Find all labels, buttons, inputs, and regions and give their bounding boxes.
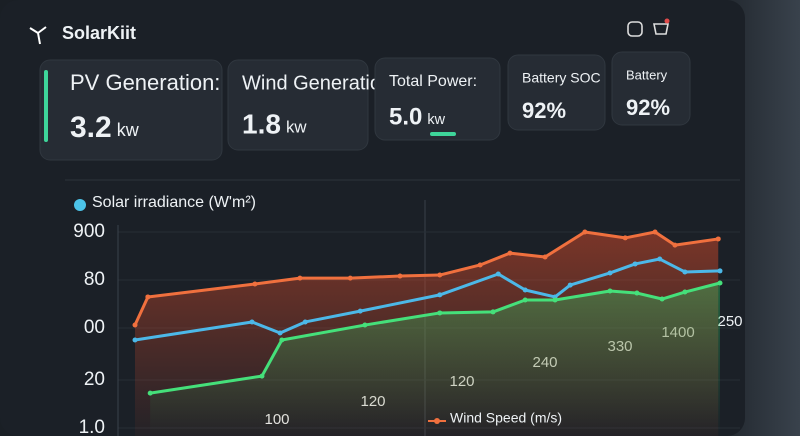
point — [132, 322, 138, 328]
card-unit: kw — [117, 120, 140, 140]
card-value: 5.0 — [389, 103, 422, 130]
point — [715, 236, 721, 242]
point — [607, 288, 613, 294]
point — [297, 275, 303, 281]
point — [567, 282, 573, 288]
point — [542, 254, 548, 260]
card-label: Battery — [626, 67, 668, 82]
point — [259, 373, 265, 379]
card-unit: kw — [427, 112, 445, 128]
point — [607, 270, 613, 276]
point — [672, 242, 678, 248]
point — [252, 281, 258, 287]
point — [657, 256, 663, 262]
point — [552, 297, 558, 303]
card — [39, 59, 223, 161]
card-value: 92% — [626, 95, 670, 120]
notification-dot — [664, 18, 670, 24]
settings-icon[interactable] — [627, 21, 643, 37]
point — [437, 292, 443, 298]
point — [682, 269, 688, 275]
y-tick-label: 20 — [84, 369, 105, 390]
card-unit: kw — [286, 117, 307, 136]
card-label: Wind Generation: — [242, 72, 398, 94]
point — [147, 390, 153, 396]
active-indicator — [44, 70, 48, 142]
y-tick-label: 00 — [84, 317, 105, 338]
y-tick-label: 80 — [84, 269, 105, 290]
point — [632, 261, 638, 267]
card-label: Battery SOC — [522, 70, 601, 86]
point — [132, 337, 138, 343]
legend-marker — [434, 418, 440, 424]
card — [374, 57, 501, 141]
y-tick-label: 900 — [73, 221, 105, 242]
point — [357, 308, 363, 314]
point — [522, 297, 528, 303]
point — [659, 296, 665, 302]
point — [490, 309, 496, 315]
card-value: 1.8 — [242, 108, 281, 139]
point — [634, 290, 640, 296]
point — [277, 330, 283, 336]
point — [622, 235, 628, 241]
app-title: SolarKiit — [62, 23, 136, 43]
area — [150, 283, 720, 436]
point — [495, 271, 501, 277]
point — [477, 262, 483, 268]
y-tick-label: 1.0 — [79, 417, 105, 436]
point — [437, 310, 443, 316]
card-value: 92% — [522, 98, 566, 123]
point — [522, 287, 528, 293]
point — [652, 229, 658, 235]
point — [145, 294, 151, 300]
point — [717, 268, 723, 274]
point — [717, 280, 723, 286]
point — [397, 273, 403, 279]
legend-label: Solar irradiance (W'm²) — [92, 194, 256, 211]
point — [582, 229, 588, 235]
legend-label: Wind Speed (m/s) — [450, 410, 562, 426]
point — [302, 319, 308, 325]
point — [279, 337, 285, 343]
chart: 9008000201.01001201202403301400250Solar … — [73, 194, 743, 436]
point — [437, 272, 443, 278]
cart-icon[interactable] — [653, 23, 669, 35]
card-label: Total Power: — [389, 73, 477, 90]
legend-marker — [74, 199, 86, 211]
card-label: PV Generation: — [70, 70, 220, 95]
logo — [29, 26, 47, 45]
card-value: 3.2 — [70, 111, 112, 144]
point — [362, 322, 368, 328]
active-indicator — [430, 132, 456, 136]
point — [682, 289, 688, 295]
card — [507, 54, 606, 131]
x-tick-label: 250 — [717, 313, 742, 330]
point — [347, 275, 353, 281]
point — [249, 319, 255, 325]
card — [227, 59, 369, 151]
card — [611, 51, 691, 126]
point — [507, 250, 513, 256]
